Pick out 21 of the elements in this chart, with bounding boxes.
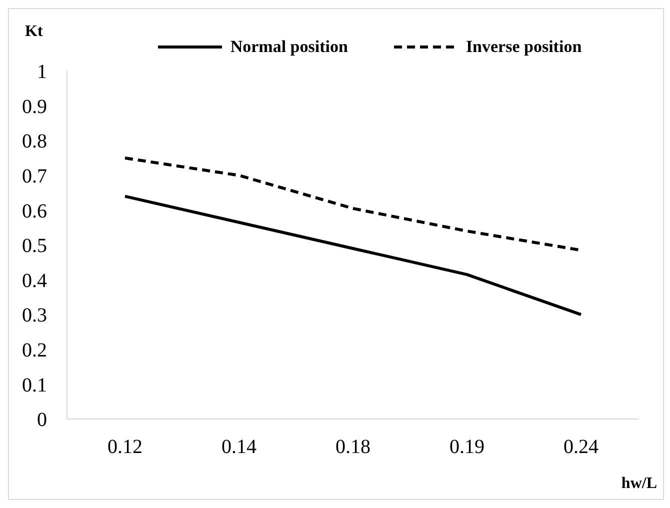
- y-tick-label: 0.1: [22, 374, 47, 396]
- y-tick-label: 0.2: [22, 340, 47, 362]
- y-tick-label: 0: [37, 409, 47, 432]
- y-tick-label: 0.3: [22, 304, 47, 327]
- y-axis-title: Kt: [25, 23, 43, 41]
- x-tick-label: 0.19: [450, 436, 484, 458]
- x-tick-label: 0.24: [564, 436, 598, 458]
- x-tick-label: 0.18: [336, 436, 370, 458]
- x-axis-title: hw/L: [621, 475, 657, 493]
- y-tick-label: 0.7: [22, 166, 47, 188]
- legend-label: Inverse position: [466, 37, 582, 57]
- y-tick-label: 0.5: [22, 235, 47, 258]
- legend-label: Normal position: [230, 37, 348, 57]
- y-tick-label: 0.4: [22, 270, 47, 292]
- y-tick-label: 0.8: [22, 130, 47, 153]
- y-tick-label: 0.6: [22, 200, 47, 222]
- y-tick-label: 0.9: [22, 96, 47, 118]
- x-tick-label: 0.12: [108, 436, 142, 458]
- y-tick-label: 1: [37, 61, 47, 84]
- x-tick-label: 0.14: [222, 436, 256, 458]
- line-series: [124, 194, 582, 316]
